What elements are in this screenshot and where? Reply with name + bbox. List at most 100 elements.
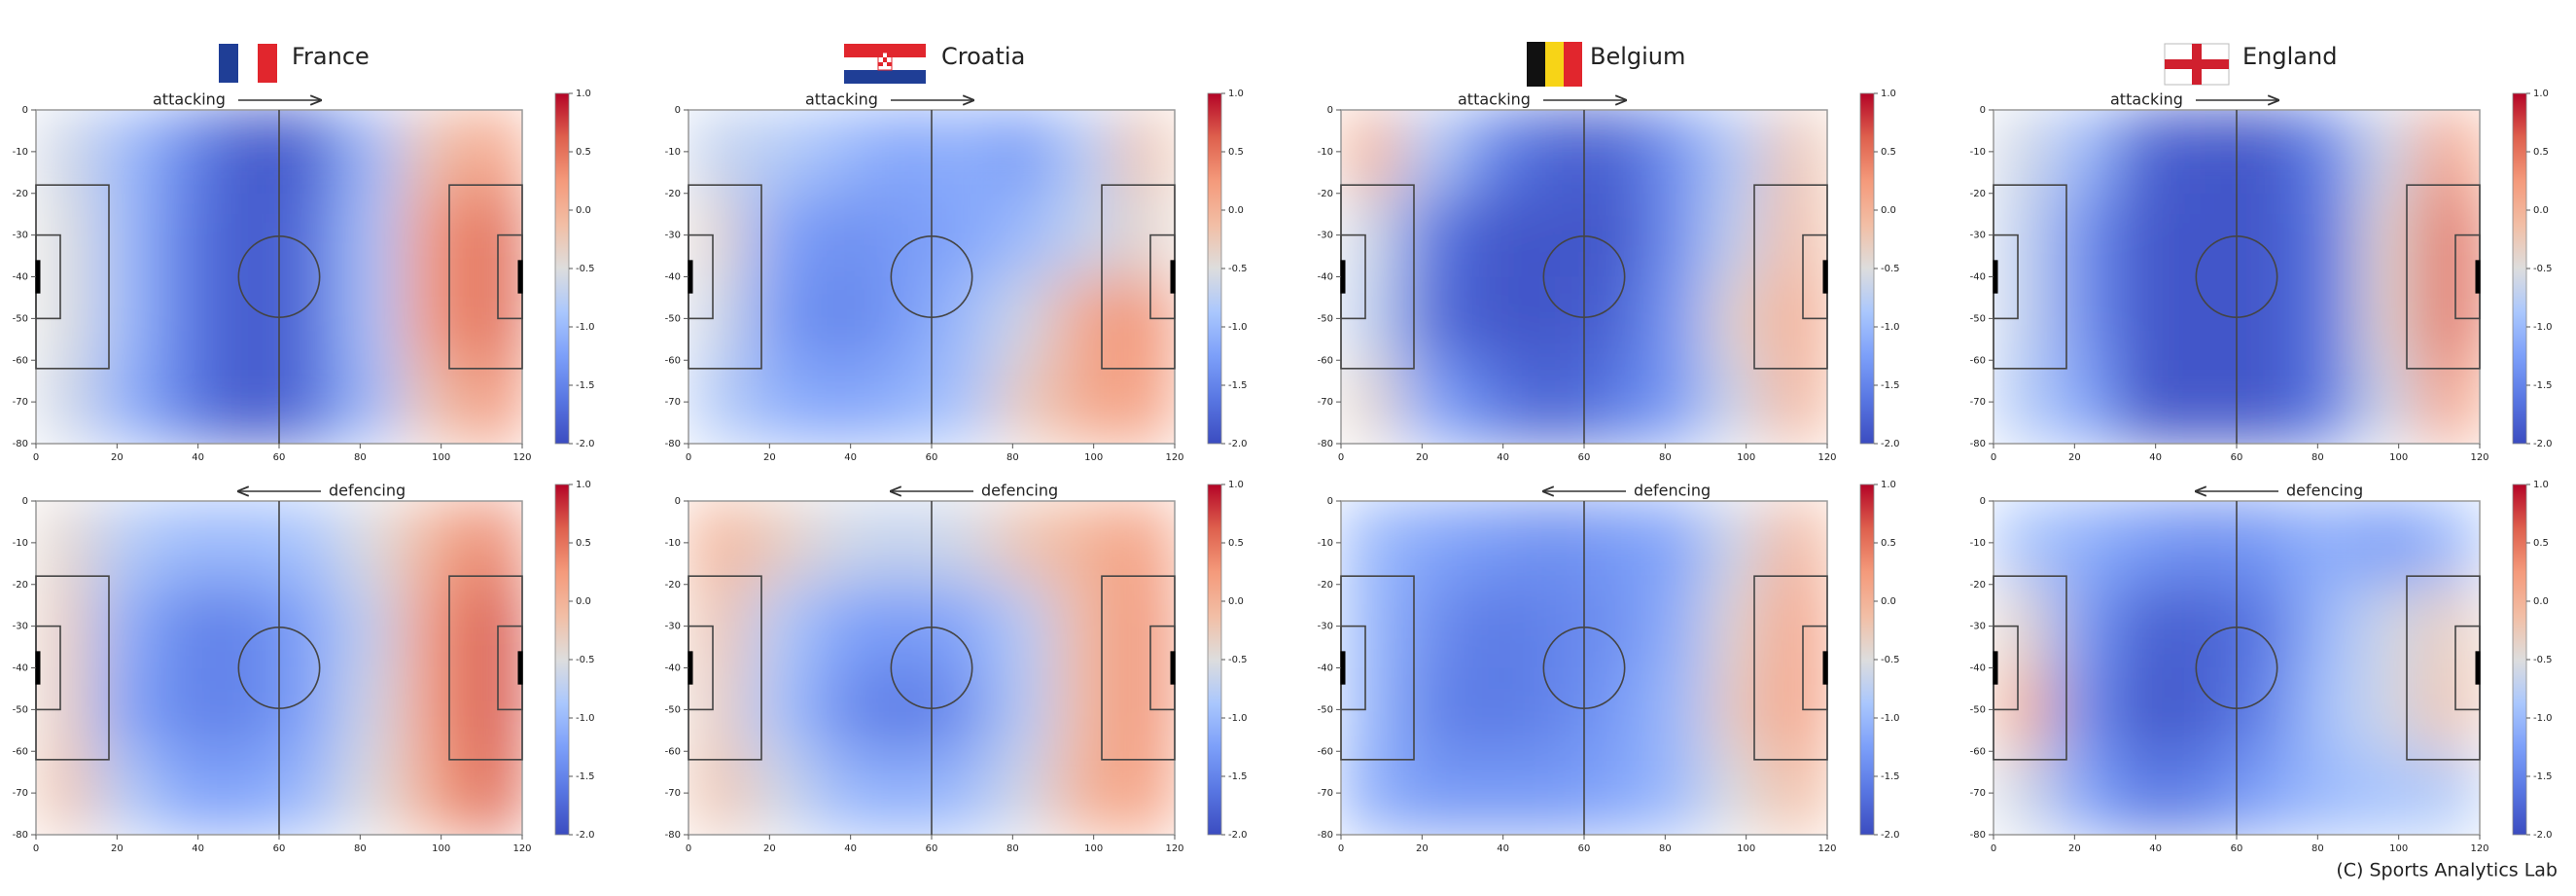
colorbar-tick-label: 1.0 xyxy=(576,480,591,490)
annotation: attacking xyxy=(2110,90,2183,109)
x-tick-label: 60 xyxy=(2231,452,2243,463)
heat-cell xyxy=(401,110,462,195)
heat-cell xyxy=(870,667,933,752)
x-tick-label: 0 xyxy=(686,843,691,854)
heat-cell xyxy=(1113,501,1175,586)
y-tick-label: -80 xyxy=(13,439,28,449)
heat-cell xyxy=(870,751,933,835)
colorbar-tick-label: -1.0 xyxy=(1881,322,1900,333)
heat-cell xyxy=(992,276,1054,361)
heat-cell xyxy=(279,667,340,752)
heat-cell xyxy=(749,193,811,277)
heat-cell xyxy=(1706,276,1767,361)
colorbar-tick-label: 0.0 xyxy=(1881,205,1896,216)
y-tick-label: -20 xyxy=(1970,189,1986,199)
x-tick-label: 20 xyxy=(111,843,124,854)
x-tick-label: 120 xyxy=(2470,452,2488,463)
heat-cell xyxy=(158,584,219,668)
centre-circle xyxy=(890,235,973,318)
heat-cell xyxy=(158,751,219,835)
y-tick-label: -70 xyxy=(1318,788,1333,799)
colorbar-tick-label: -1.5 xyxy=(576,380,595,391)
heat-cell xyxy=(749,276,811,361)
y-tick-label: -10 xyxy=(13,538,28,549)
colorbar-tick-label: 1.0 xyxy=(2533,89,2549,99)
heat-cell xyxy=(1053,360,1114,444)
heat-cell xyxy=(749,110,811,195)
heat-cell xyxy=(279,751,340,835)
y-tick-label: -30 xyxy=(1970,622,1986,632)
heat-cell xyxy=(2358,501,2419,586)
heat-cell xyxy=(2297,751,2359,835)
heat-cell xyxy=(339,276,402,361)
colorbar-tick-label: -0.5 xyxy=(1228,655,1248,665)
heat-cell xyxy=(1341,501,1402,586)
y-tick-label: -30 xyxy=(1318,622,1333,632)
heat-cell xyxy=(1463,751,1524,835)
x-tick-label: 0 xyxy=(1338,843,1344,854)
heat-field xyxy=(1341,110,1827,444)
heat-cell xyxy=(932,276,993,361)
country-title: Croatia xyxy=(941,43,1025,70)
y-tick-label: -70 xyxy=(665,788,681,799)
heat-cell xyxy=(2237,584,2298,668)
heat-cell xyxy=(1706,667,1767,752)
heat-cell xyxy=(218,360,280,444)
x-tick-label: 40 xyxy=(844,452,857,463)
heat-cell xyxy=(2054,110,2116,195)
y-tick-label: -70 xyxy=(13,397,28,408)
heat-cell xyxy=(339,193,402,277)
heat-cell xyxy=(2237,110,2298,195)
colorbar-tick-label: -1.0 xyxy=(1228,322,1248,333)
x-tick-label: 0 xyxy=(1991,452,1996,463)
centre-circle xyxy=(2195,235,2278,318)
colorbar-tick-label: -1.0 xyxy=(1881,713,1900,724)
heat-cell xyxy=(1644,276,1707,361)
heatmap xyxy=(688,110,1175,444)
y-tick-label: -50 xyxy=(665,704,681,715)
x-tick-label: 20 xyxy=(1416,452,1429,463)
heat-cell xyxy=(1644,360,1707,444)
heat-cell xyxy=(1053,501,1114,586)
x-tick-label: 100 xyxy=(432,452,450,463)
heat-cell xyxy=(339,501,402,586)
heat-cell xyxy=(158,193,219,277)
y-tick-label: -40 xyxy=(1318,663,1333,674)
x-tick-label: 60 xyxy=(926,452,938,463)
heat-cell xyxy=(1523,276,1585,361)
heat-cell xyxy=(870,360,933,444)
y-tick-label: -40 xyxy=(1970,272,1986,283)
heat-cell xyxy=(2418,360,2480,444)
heatmap xyxy=(1341,110,1827,444)
y-tick-label: -70 xyxy=(1318,397,1333,408)
y-tick-label: -30 xyxy=(13,231,28,241)
heat-cell xyxy=(2358,276,2419,361)
heat-cell xyxy=(1463,360,1524,444)
heat-cell xyxy=(810,193,871,277)
y-tick-label: -50 xyxy=(665,313,681,324)
x-tick-label: 80 xyxy=(1006,452,1019,463)
heat-cell xyxy=(158,360,219,444)
colorbar-tick-label: 1.0 xyxy=(576,89,591,99)
heat-cell xyxy=(1463,501,1524,586)
colorbar xyxy=(2512,92,2527,445)
heat-cell xyxy=(1401,501,1464,586)
heat-cell xyxy=(218,751,280,835)
y-tick-label: -30 xyxy=(665,622,681,632)
heat-cell xyxy=(2237,751,2298,835)
heat-cell xyxy=(870,501,933,586)
heat-cell xyxy=(2054,584,2116,668)
heatmap xyxy=(36,110,522,444)
x-tick-label: 120 xyxy=(2470,843,2488,854)
x-tick-label: 40 xyxy=(2149,843,2162,854)
heat-cell xyxy=(339,584,402,668)
x-tick-label: 60 xyxy=(273,452,286,463)
x-tick-label: 20 xyxy=(763,452,776,463)
y-tick-label: -20 xyxy=(665,580,681,591)
heat-cell xyxy=(2054,276,2116,361)
heat-field xyxy=(1341,501,1827,835)
heat-field xyxy=(688,501,1175,835)
x-tick-label: 0 xyxy=(1991,843,1996,854)
y-tick-label: -30 xyxy=(1318,231,1333,241)
y-tick-label: 0 xyxy=(1327,105,1333,116)
